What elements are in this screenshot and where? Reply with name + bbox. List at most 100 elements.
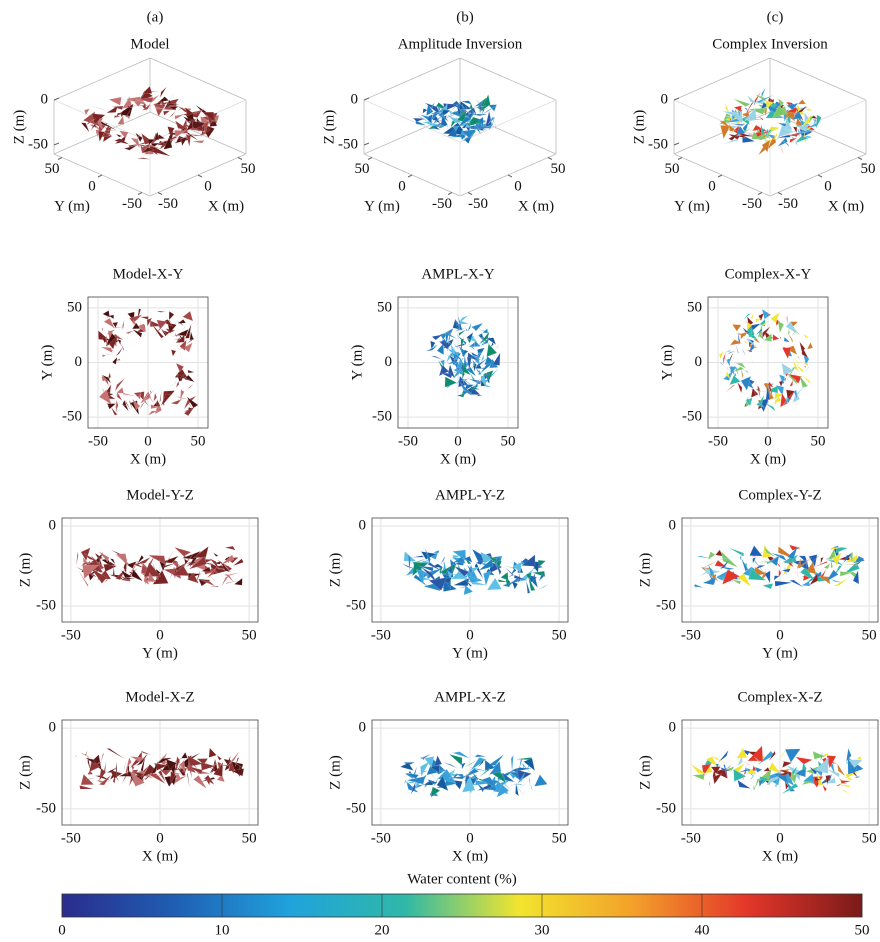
mesh-facet: [444, 331, 458, 340]
y-tick-label: 0: [359, 720, 367, 736]
mesh-facet: [175, 755, 180, 774]
mesh-facet: [475, 122, 493, 130]
mesh-facet: [412, 117, 425, 122]
mesh-facet: [461, 377, 471, 381]
mesh-facet: [470, 757, 487, 771]
mesh-facet: [161, 551, 174, 569]
y-tick-label: 0: [398, 178, 406, 194]
mesh-facet: [761, 321, 767, 326]
mesh-facet: [180, 136, 188, 147]
mesh-facet: [122, 319, 125, 331]
x-tick: [857, 157, 863, 160]
mesh-facet: [176, 328, 189, 337]
mesh-facet: [230, 768, 245, 777]
mesh-facet: [140, 774, 146, 788]
mesh-facet: [98, 551, 110, 563]
mesh-facet: [192, 545, 209, 558]
mesh-facet: [742, 327, 751, 334]
mesh-facet: [788, 390, 796, 399]
z-tick: [673, 142, 680, 146]
mesh-facet: [787, 332, 794, 344]
mesh-facet: [106, 767, 117, 773]
mesh-facet: [91, 568, 108, 584]
mesh-facet: [154, 105, 164, 110]
mesh-facet: [534, 774, 548, 787]
mesh-facet: [486, 343, 498, 358]
mesh-facet: [98, 389, 112, 405]
mesh-facet: [182, 116, 193, 122]
mesh-facet: [797, 99, 807, 105]
mesh-facet: [737, 381, 743, 394]
mesh-facet: [227, 751, 240, 766]
mesh-facet: [461, 100, 472, 105]
mesh-facet: [75, 551, 79, 567]
mesh-facet: [714, 549, 724, 557]
mesh-facet: [170, 92, 175, 100]
plot-frame: [371, 517, 569, 623]
mesh-facet: [480, 551, 495, 564]
mesh-facet: [131, 322, 141, 330]
x-axis-label: X (m): [440, 451, 476, 467]
x-tick: [547, 157, 553, 160]
z-tick-label: 0: [661, 91, 669, 107]
panel: Model-X-Z -50 0 50 -50 0 X (m) Z (m): [17, 689, 259, 864]
mesh-facet: [156, 757, 173, 765]
mesh-facet: [736, 758, 751, 765]
mesh-facet: [817, 575, 831, 585]
mesh-facet: [182, 342, 193, 353]
mesh-facet: [765, 577, 768, 591]
mesh-facet: [141, 763, 158, 778]
mesh-facet: [733, 110, 743, 124]
mesh-facet: [232, 558, 244, 567]
mesh-facet: [115, 553, 128, 567]
mesh-facet: [141, 103, 151, 111]
mesh-facet: [203, 774, 215, 785]
mesh-facet: [794, 766, 807, 778]
mesh-facet: [802, 361, 809, 367]
mesh-facet: [761, 139, 771, 153]
panel: Complex-X-Y -50 0 50 -50 0 50 X (m) Y (m): [659, 266, 829, 467]
mesh-facet: [720, 559, 730, 570]
mesh-facet: [747, 745, 764, 762]
mesh-facet: [420, 566, 438, 584]
mesh-facet: [462, 375, 466, 388]
mesh-facet: [407, 553, 411, 572]
mesh-facet: [168, 136, 178, 142]
mesh-facet: [778, 142, 784, 155]
mesh-facet: [471, 360, 477, 369]
y-axis-label: Z (m): [17, 755, 33, 790]
mesh-facet: [128, 143, 140, 148]
mesh-facet: [488, 760, 502, 776]
column-label: (b): [456, 9, 474, 25]
mesh-facet: [845, 747, 852, 763]
mesh-facet: [169, 398, 183, 405]
mesh-facet: [722, 138, 739, 145]
mesh-facet: [186, 572, 200, 584]
mesh-facet: [168, 310, 175, 321]
mesh-facet: [822, 784, 828, 793]
mesh-facet: [827, 548, 836, 561]
mesh-facet: [722, 352, 726, 365]
y-tick: [717, 174, 723, 178]
mesh-facet: [765, 126, 778, 138]
mesh-facet: [138, 96, 154, 103]
mesh-facet: [453, 556, 466, 564]
mesh-facet: [768, 96, 775, 106]
x-tick-label: 50: [501, 433, 516, 449]
mesh-facet: [175, 380, 180, 388]
y-tick-label: -50: [36, 597, 56, 613]
y-tick-label: 50: [45, 161, 60, 177]
mesh-facet: [775, 775, 779, 789]
mesh-facet: [419, 753, 432, 760]
mesh-facet: [174, 332, 178, 339]
mesh-facet: [448, 332, 452, 345]
mesh-facet: [480, 373, 488, 389]
mesh-facet: [801, 135, 812, 139]
box-edge: [459, 99, 557, 143]
mesh-facet: [838, 784, 851, 789]
mesh-facet: [154, 130, 160, 141]
x-tick-label: -50: [371, 830, 391, 846]
mesh-facet: [754, 94, 774, 103]
y-tick-label: 0: [385, 354, 393, 370]
mesh-facet: [465, 327, 468, 332]
